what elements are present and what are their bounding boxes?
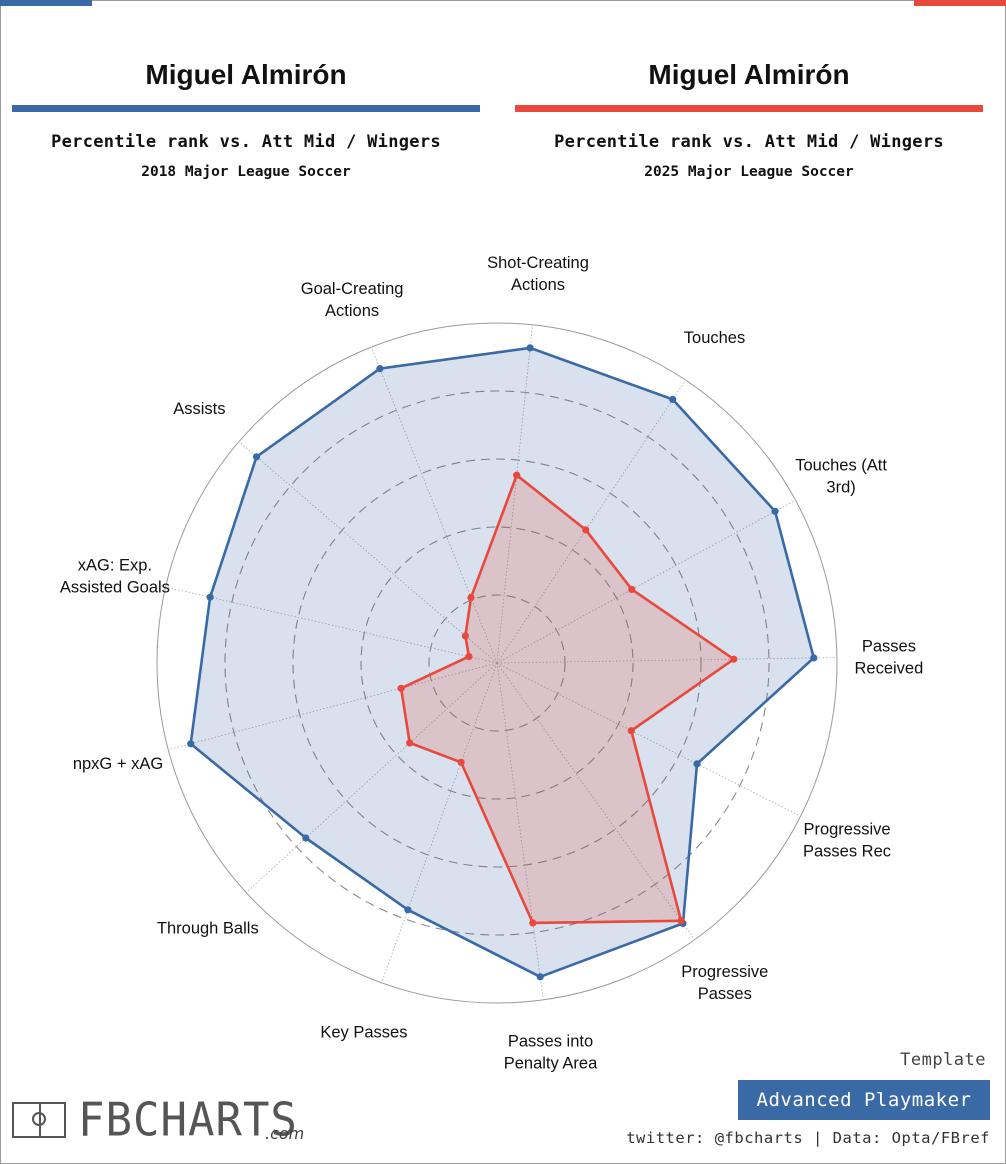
player1-corner-accent [0, 0, 92, 6]
axis-label-1: Shot-Creating Actions [487, 254, 589, 294]
series-1-point-5 [693, 760, 701, 768]
series-1-point-1 [526, 344, 534, 352]
axis-label-7: Passes into Penalty Area [504, 1032, 598, 1072]
series-2-point-11 [465, 653, 473, 661]
radar-ring-4 [224, 390, 770, 936]
player2-header: Miguel Almirón Percentile rank vs. Att M… [515, 55, 983, 180]
series-2-point-5 [627, 727, 635, 735]
series-2-point-6 [677, 917, 685, 925]
series-1-point-3 [771, 507, 779, 515]
axis-label-4: Passes Received [855, 638, 924, 678]
series-1-point-4 [810, 654, 818, 662]
axis-label-6: Progressive Passes [681, 963, 768, 1003]
pitch-icon [12, 1102, 66, 1138]
axis-label-12: Assists [173, 400, 225, 418]
axis-label-3: Touches (Att 3rd) [795, 456, 887, 496]
series-1-point-8 [404, 906, 412, 914]
player2-color-rule [515, 105, 983, 112]
radar-spoke [496, 662, 544, 1000]
radar-spoke [245, 662, 498, 893]
player1-header: Miguel Almirón Percentile rank vs. Att M… [12, 55, 480, 180]
player1-subtitle: Percentile rank vs. Att Mid / Wingers [51, 132, 441, 152]
series-2-point-7 [529, 919, 537, 927]
series-1-point-11 [206, 593, 214, 601]
series-1-point-10 [187, 740, 195, 748]
radar-spoke [496, 662, 695, 940]
series-2-point-1 [513, 471, 521, 479]
radar-spoke [168, 662, 498, 751]
radar-spoke [496, 379, 686, 664]
radar-spoke [238, 441, 498, 664]
series-2-point-12 [461, 632, 469, 640]
player1-color-rule [12, 105, 480, 112]
fbcharts-logo: FBCHARTS .com [12, 1093, 332, 1148]
radar-spoke [496, 662, 801, 817]
player1-name: Miguel Almirón [145, 59, 347, 90]
series-2-point-10 [397, 684, 405, 692]
radar-spoke [165, 586, 498, 664]
radar-ring-1 [428, 594, 566, 732]
series-2-point-13 [467, 594, 475, 602]
series-1-point-2 [669, 395, 677, 403]
template-name-badge: Advanced Playmaker [738, 1080, 990, 1120]
axis-label-13: Goal-Creating Actions [301, 280, 404, 320]
credits-line: twitter: @fbcharts | Data: Opta/FBref [626, 1129, 990, 1147]
series-1-point-13 [376, 365, 384, 373]
axis-label-8: Key Passes [320, 1024, 407, 1042]
radar-spoke [370, 346, 498, 664]
series-1-polygon [189, 346, 816, 979]
player2-season: 2025 Major League Soccer [644, 164, 854, 180]
series-2-point-8 [457, 758, 465, 766]
axis-label-10: npxG + xAG [73, 755, 163, 773]
axis-label-11: xAG: Exp. Assisted Goals [60, 556, 170, 596]
series-2-point-2 [582, 526, 590, 534]
radar-ring-2 [360, 526, 634, 800]
template-label: Template [900, 1050, 986, 1070]
radar-spoke [381, 662, 498, 983]
series-2-point-4 [730, 655, 738, 663]
axis-label-2: Touches [684, 329, 745, 347]
series-2-point-9 [406, 739, 414, 747]
radar-spoke [496, 657, 837, 664]
radar-spoke [496, 324, 533, 664]
logo-suffix: .com [265, 1124, 305, 1143]
player1-season: 2018 Major League Soccer [141, 164, 351, 180]
axis-label-5: Progressive Passes Rec [803, 821, 891, 861]
series-1-point-12 [252, 453, 261, 461]
radar-ring-3 [292, 458, 702, 868]
player2-subtitle: Percentile rank vs. Att Mid / Wingers [554, 132, 944, 152]
series-1-point-7 [536, 973, 544, 981]
logo-wordmark: FBCHARTS [78, 1093, 298, 1148]
player2-corner-accent [914, 0, 1006, 6]
radar-spoke [496, 499, 796, 664]
axis-label-9: Through Balls [157, 920, 259, 938]
radar-outer-ring [156, 322, 838, 1004]
player2-name: Miguel Almirón [648, 59, 850, 90]
series-2-point-3 [628, 585, 636, 594]
series-1-point-9 [302, 834, 310, 842]
